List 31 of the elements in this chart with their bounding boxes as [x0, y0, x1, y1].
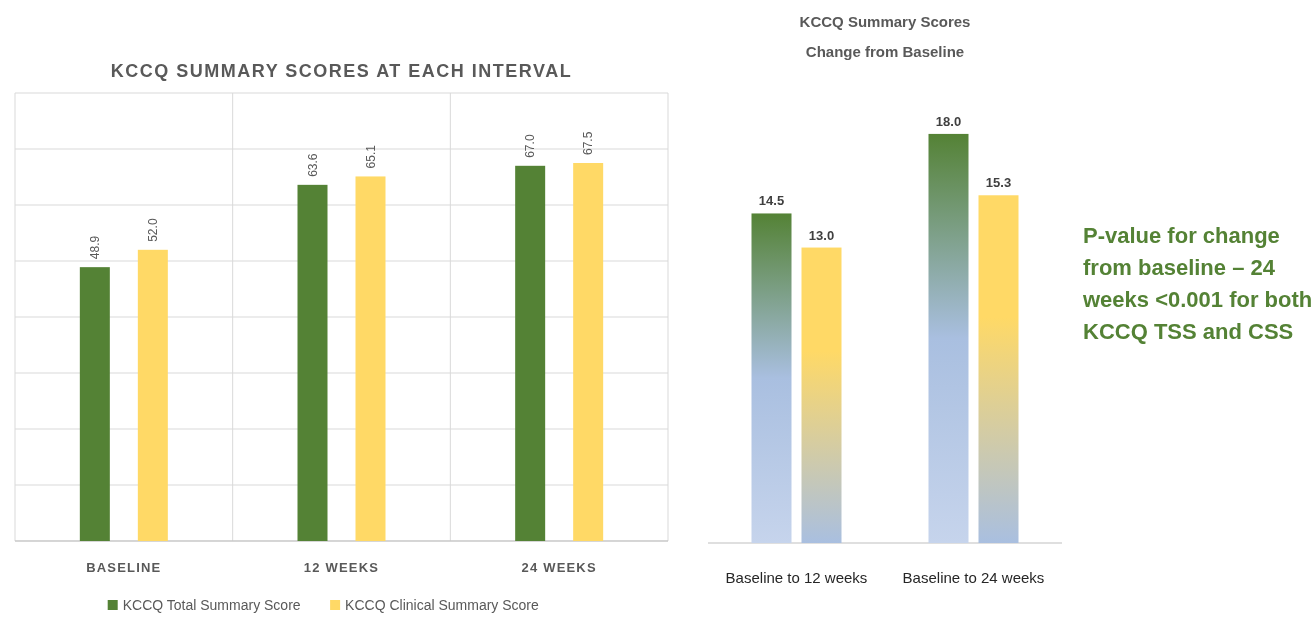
chart-subtitle: Change from Baseline — [805, 43, 965, 60]
bar — [515, 165, 546, 541]
data-label: 13.0 — [808, 227, 835, 243]
chart-title: KCCQ SUMMARY SCORES AT EACH INTERVAL — [110, 61, 573, 81]
data-label: 67.5 — [581, 131, 596, 155]
data-label: 14.5 — [758, 193, 785, 209]
text: P-value for change from baseline – 24 weeks <0.001 for both KCCQ TSS and CSS — [1082, 223, 1313, 344]
legend-label: KCCQ Clinical Summary Score — [345, 597, 540, 613]
data-label: 48.9 — [87, 235, 102, 260]
bar — [573, 163, 604, 541]
bar — [79, 267, 110, 541]
bar — [978, 195, 1019, 543]
data-label: 63.6 — [305, 153, 320, 177]
bar — [297, 184, 328, 541]
x-tick-label: 12 WEEKS — [303, 560, 380, 575]
data-label: 65.1 — [363, 144, 378, 169]
bar — [928, 133, 969, 543]
data-label: 15.3 — [985, 175, 1012, 191]
data-label: 52.0 — [145, 218, 160, 242]
x-tick-label: Baseline to 24 weeks — [902, 569, 1045, 586]
bar — [751, 213, 792, 543]
x-tick-label: Baseline to 12 weeks — [725, 569, 868, 586]
chart-title: KCCQ Summary Scores — [799, 13, 971, 30]
bar — [355, 176, 386, 541]
data-label: 67.0 — [523, 134, 538, 158]
x-tick-label: 24 WEEKS — [521, 560, 597, 575]
bar — [137, 249, 168, 541]
legend-label: KCCQ Total Summary Score — [122, 597, 301, 613]
x-tick-label: BASELINE — [86, 560, 162, 575]
data-label: 18.0 — [935, 113, 962, 129]
bar — [801, 247, 842, 543]
